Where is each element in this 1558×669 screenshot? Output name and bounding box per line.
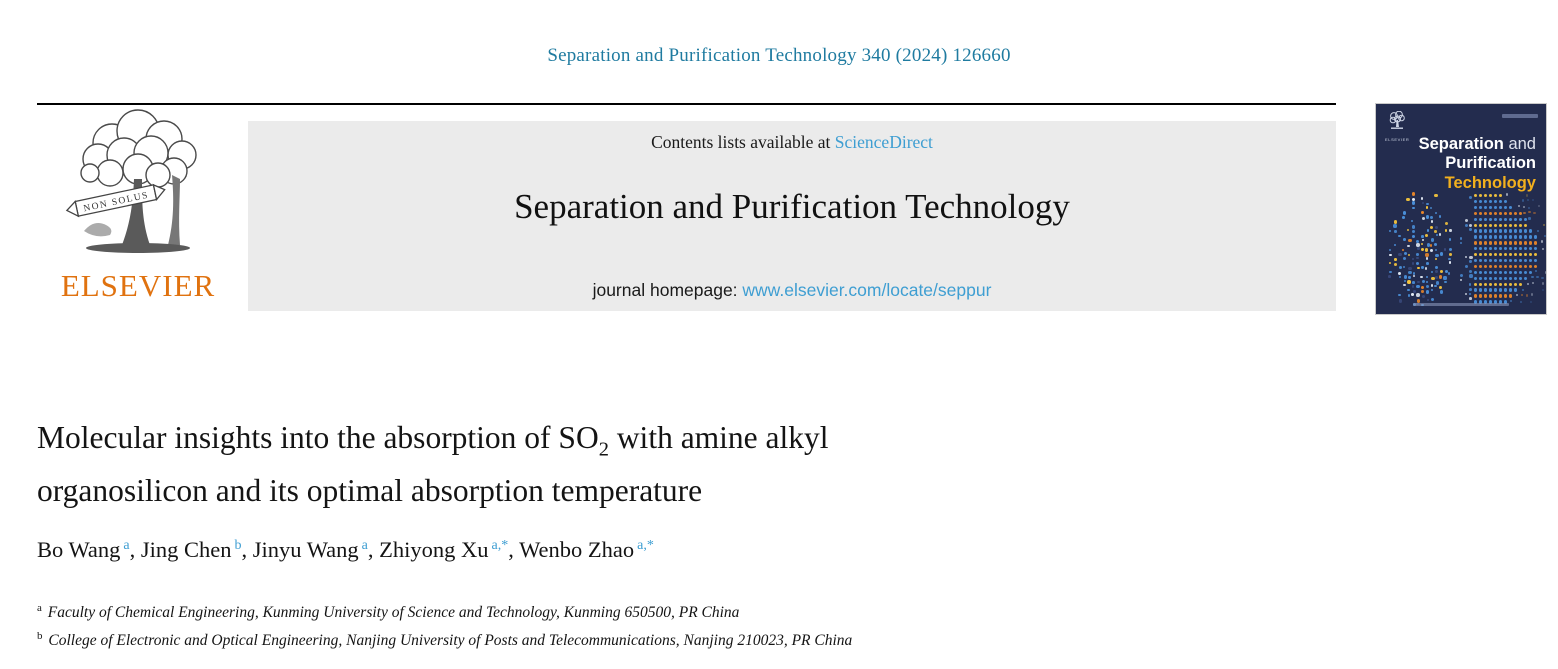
cover-elsevier-tree-icon <box>1389 110 1405 129</box>
journal-title: Separation and Purification Technology <box>514 187 1070 226</box>
contents-lists-text: Contents lists available at <box>651 132 835 152</box>
author[interactable]: Wenbo Zhao a,* <box>519 537 654 562</box>
cover-title-line3: Technology <box>1444 173 1536 192</box>
author-affiliation-superscript[interactable]: a <box>123 537 130 553</box>
journal-homepage-line: journal homepage: www.elsevier.com/locat… <box>248 280 1336 301</box>
article-title: Molecular insights into the absorption o… <box>37 420 829 508</box>
author-affiliation-superscript[interactable]: a,* <box>637 537 654 553</box>
journal-homepage-label: journal homepage: <box>592 280 743 300</box>
sciencedirect-link[interactable]: ScienceDirect <box>834 132 933 152</box>
top-rule <box>37 103 1336 105</box>
affiliation: b College of Electronic and Optical Engi… <box>37 630 853 650</box>
author-affiliation-superscript[interactable]: a,* <box>491 537 509 553</box>
elsevier-logo[interactable]: NON SOLUS ELSEVIER <box>37 109 239 317</box>
cover-issn-text <box>1502 114 1538 118</box>
cover-footer-text <box>1413 303 1509 306</box>
author[interactable]: Jing Chen b <box>140 537 242 562</box>
author[interactable]: Zhiyong Xu a,* <box>379 537 509 562</box>
author[interactable]: Bo Wang a <box>37 537 130 562</box>
author-separator: , <box>241 537 253 562</box>
author-separator: , <box>508 537 520 562</box>
elsevier-wordmark: ELSEVIER <box>60 268 216 303</box>
cover-elsevier-wordmark: ELSEVIER <box>1385 137 1410 142</box>
author[interactable]: Jinyu Wang a <box>252 537 368 562</box>
author-list: Bo Wang a, Jing Chen b, Jinyu Wang a, Zhiyo… <box>37 537 654 563</box>
affiliation-list: a Faculty of Chemical Engineering, Kunmi… <box>37 599 852 655</box>
author-affiliation-superscript[interactable]: a <box>361 537 368 553</box>
cover-elsevier-mark: ELSEVIER <box>1385 110 1410 142</box>
contents-lists-line: Contents lists available at ScienceDirec… <box>248 132 1336 153</box>
so2-subscript: 2 <box>598 438 609 461</box>
journal-header-banner: Contents lists available at ScienceDirec… <box>248 121 1336 311</box>
cover-title-line1: Separation <box>1418 135 1504 153</box>
journal-cover-thumbnail[interactable]: ELSEVIER Separation and Purification Tec… <box>1375 103 1547 315</box>
cover-title-line2: Purification <box>1445 154 1536 173</box>
elsevier-tree-icon: NON SOLUS <box>65 109 197 253</box>
author-affiliation-superscript[interactable]: b <box>234 537 242 553</box>
cover-journal-title: Separation and Purification Technology <box>1418 135 1536 192</box>
author-separator: , <box>367 537 380 562</box>
author-separator: , <box>129 537 141 562</box>
journal-homepage-link[interactable]: www.elsevier.com/locate/seppur <box>742 280 992 300</box>
journal-citation-link[interactable]: Separation and Purification Technology 3… <box>547 45 1011 66</box>
affiliation: a Faculty of Chemical Engineering, Kunmi… <box>37 602 740 622</box>
